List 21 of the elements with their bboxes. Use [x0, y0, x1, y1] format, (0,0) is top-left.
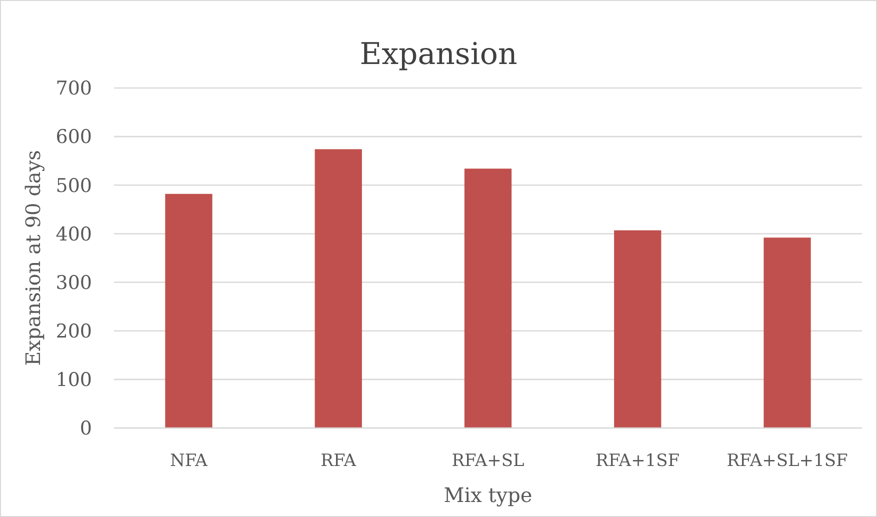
y-tick-label: 0 [80, 418, 92, 440]
y-tick-label: 100 [56, 369, 92, 392]
chart-title: Expansion [360, 37, 518, 72]
x-axis-title: Mix type [444, 483, 532, 507]
y-tick-label: 300 [56, 272, 92, 294]
y-axis-title: Expansion at 90 days [21, 150, 45, 366]
bar [314, 149, 362, 428]
y-tick-label: 600 [56, 126, 92, 148]
x-tick-label: NFA [170, 451, 208, 471]
y-tick-label: 500 [56, 174, 92, 197]
bar [614, 230, 662, 428]
bar [464, 168, 512, 428]
x-tick-label: RFA [320, 451, 357, 471]
bar [764, 238, 811, 428]
x-tick-label: RFA+SL [452, 451, 524, 471]
y-tick-label: 400 [56, 223, 92, 246]
y-tick-label: 200 [56, 320, 92, 343]
bar [165, 194, 212, 428]
y-tick-label: 700 [56, 78, 92, 100]
x-tick-label: RFA+1SF [596, 451, 680, 471]
x-tick-label: RFA+SL+1SF [726, 451, 848, 471]
